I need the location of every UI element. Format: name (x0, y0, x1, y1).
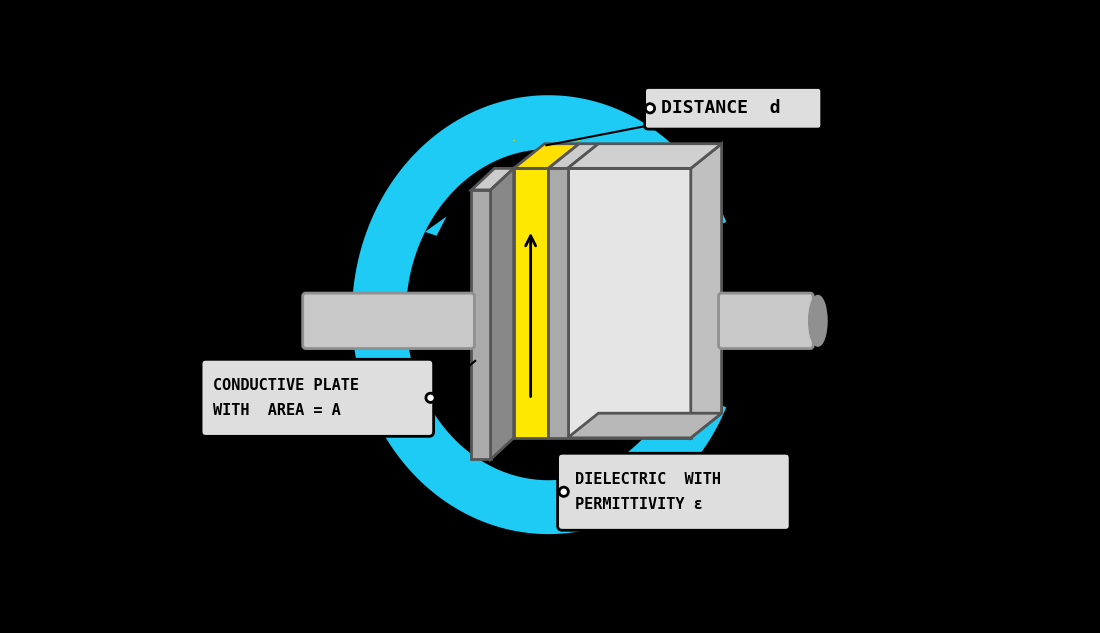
FancyBboxPatch shape (558, 453, 790, 530)
Polygon shape (425, 216, 447, 235)
Text: DIELECTRIC  WITH: DIELECTRIC WITH (574, 472, 720, 487)
Circle shape (559, 487, 569, 496)
Circle shape (426, 393, 436, 403)
Polygon shape (352, 95, 726, 534)
Text: PERMITTIVITY ε: PERMITTIVITY ε (574, 496, 702, 511)
Polygon shape (514, 168, 548, 438)
FancyBboxPatch shape (645, 87, 822, 129)
Polygon shape (568, 144, 722, 168)
Text: CONDUCTIVE PLATE: CONDUCTIVE PLATE (213, 378, 360, 393)
Polygon shape (568, 413, 722, 438)
Text: WITH  AREA = A: WITH AREA = A (213, 403, 341, 418)
FancyBboxPatch shape (718, 293, 813, 349)
Polygon shape (548, 144, 598, 168)
Polygon shape (514, 144, 580, 168)
Ellipse shape (810, 296, 826, 346)
FancyBboxPatch shape (201, 360, 433, 436)
Polygon shape (491, 168, 514, 460)
Polygon shape (568, 168, 691, 438)
Circle shape (646, 104, 654, 113)
Polygon shape (691, 144, 722, 438)
Polygon shape (472, 190, 491, 460)
FancyBboxPatch shape (302, 293, 474, 349)
Text: DISTANCE  d: DISTANCE d (661, 99, 780, 117)
Polygon shape (472, 168, 514, 190)
Polygon shape (548, 168, 568, 438)
